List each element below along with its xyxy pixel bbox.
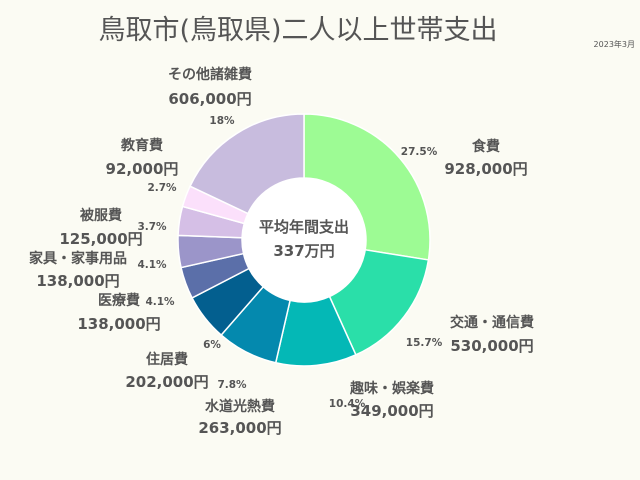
slice-percent-label: 4.1% bbox=[137, 259, 167, 271]
center-label: 平均年間支出 bbox=[259, 218, 349, 236]
slice-percent-label: 6% bbox=[203, 339, 221, 351]
date-note: 2023年3月 bbox=[594, 39, 635, 49]
slice-category-label: 水道光熱費 bbox=[205, 398, 275, 415]
slice-value-label: 263,000円 bbox=[198, 419, 281, 437]
slice-category-label: 被服費 bbox=[80, 207, 122, 224]
slice-percent-label: 7.8% bbox=[217, 379, 247, 391]
slice-category-label: 教育費 bbox=[121, 137, 163, 154]
slice-category-label: 家具・家事用品 bbox=[29, 250, 127, 267]
chart-title: 鳥取市(鳥取県)二人以上世帯支出 bbox=[98, 15, 497, 46]
slice-percent-label: 18% bbox=[209, 115, 235, 127]
slice-percent-label: 2.7% bbox=[147, 182, 177, 194]
slice-percent-label: 3.7% bbox=[137, 221, 167, 233]
slice-category-label: 住居費 bbox=[146, 351, 188, 368]
slice-category-label: 趣味・娯楽費 bbox=[349, 380, 434, 397]
slice-value-label: 92,000円 bbox=[106, 160, 179, 178]
slice-percent-label: 27.5% bbox=[401, 146, 438, 158]
slices-group bbox=[177, 113, 431, 367]
slice-value-label: 138,000円 bbox=[36, 272, 119, 290]
center-value: 337万円 bbox=[273, 242, 334, 260]
slice-value-label: 349,000円 bbox=[350, 402, 433, 420]
slice-value-label: 606,000円 bbox=[168, 90, 251, 108]
slice-category-label: 食費 bbox=[472, 138, 500, 155]
slice-category-label: 医療費 bbox=[98, 292, 140, 309]
labels-group: 食費 928,000円 27.5% 交通・通信費 530,000円 15.7% 趣味・娯楽費… bbox=[29, 66, 534, 437]
slice-percent-label: 4.1% bbox=[145, 296, 175, 308]
slice-category-label: その他諸雑費 bbox=[168, 66, 252, 83]
slice-percent-label: 15.7% bbox=[406, 337, 443, 349]
slice-value-label: 530,000円 bbox=[450, 337, 533, 355]
slice-value-label: 138,000円 bbox=[77, 315, 160, 333]
slice-percent-label: 10.4% bbox=[329, 398, 366, 410]
donut-hole bbox=[242, 178, 366, 302]
slice-value-label: 202,000円 bbox=[125, 373, 208, 391]
slice-value-label: 125,000円 bbox=[59, 230, 142, 248]
slice-value-label: 928,000円 bbox=[444, 160, 527, 178]
slice-category-label: 交通・通信費 bbox=[450, 314, 534, 331]
